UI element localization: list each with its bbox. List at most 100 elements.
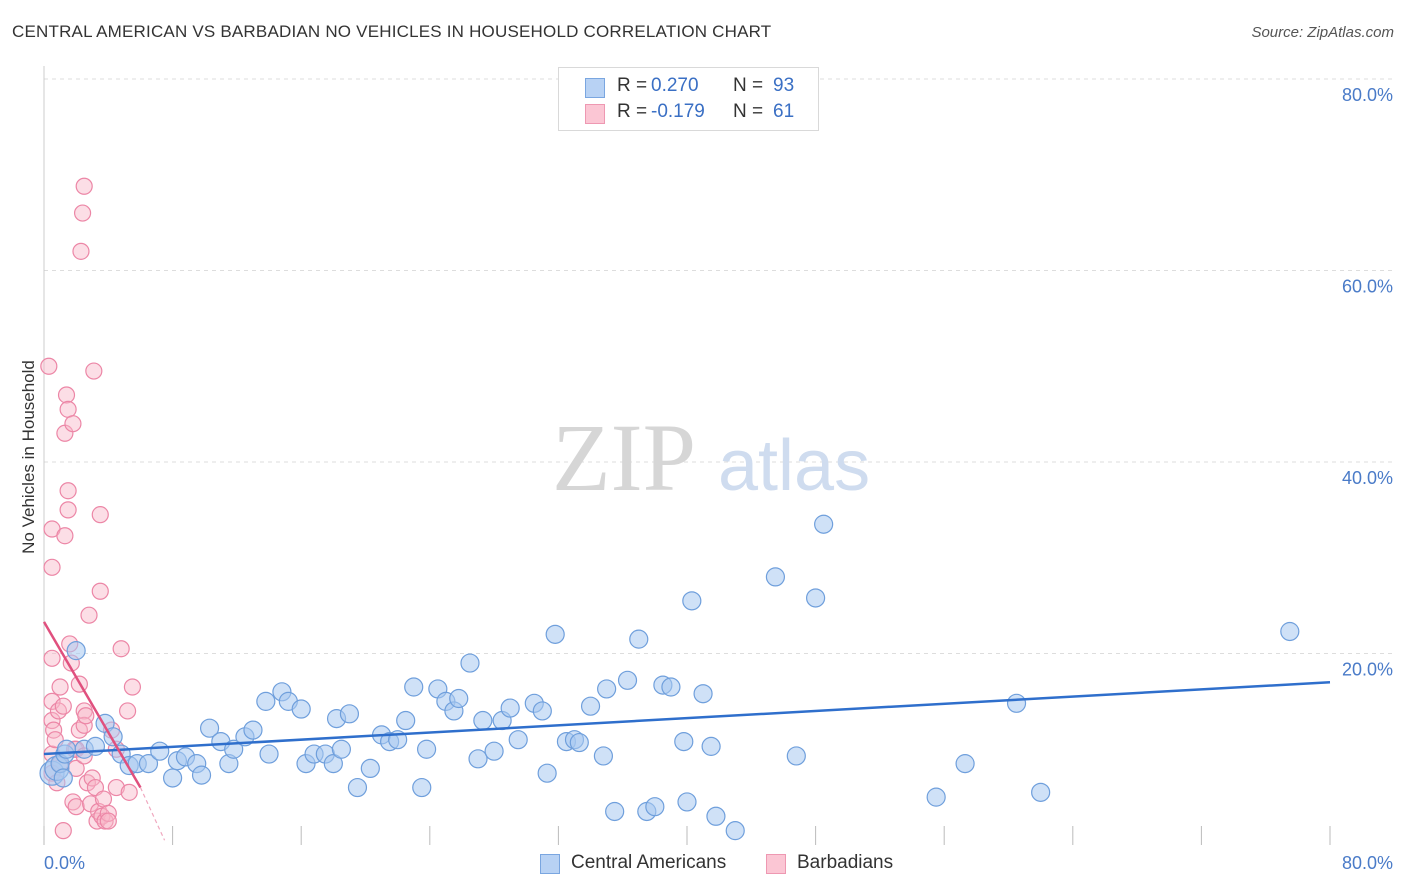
legend-r-value: -0.179 xyxy=(651,101,705,122)
barbadians-point xyxy=(80,606,98,624)
barbadians-point xyxy=(91,582,109,600)
barbadians-point xyxy=(91,506,109,524)
barbadians-point xyxy=(57,386,76,404)
central-americans-point xyxy=(468,749,488,769)
central-americans-point xyxy=(1006,693,1027,713)
barbadians-point xyxy=(73,204,92,222)
central-americans-point xyxy=(580,696,601,716)
central-americans-point xyxy=(138,754,159,774)
central-americans-point xyxy=(484,741,504,761)
barbadians-point xyxy=(59,482,77,500)
central-americans-point xyxy=(150,741,170,761)
barbadians-point xyxy=(64,793,82,811)
central-americans-points xyxy=(39,514,1300,841)
barbadians-point xyxy=(120,783,138,801)
barbadians-point xyxy=(94,790,113,808)
central-americans-point xyxy=(53,768,73,788)
central-americans-point xyxy=(500,698,520,718)
central-americans-point xyxy=(1280,621,1300,642)
central-americans-point xyxy=(537,763,557,783)
legend-n-value: 93 xyxy=(773,75,795,96)
barbadians-point xyxy=(59,501,77,519)
central-americans-point xyxy=(396,710,416,731)
barbadians-trend-line xyxy=(42,621,142,789)
central-americans-point xyxy=(955,754,975,774)
barbadians-point xyxy=(54,822,72,840)
central-americans-point xyxy=(693,684,713,704)
barbadians-point xyxy=(43,649,61,667)
y-axis-label: No Vehicles in Household xyxy=(19,360,38,554)
barbadians-point xyxy=(40,357,58,375)
barbadians-point xyxy=(49,702,68,720)
central-americans-point xyxy=(347,777,368,798)
barbadians-point xyxy=(99,812,117,830)
barbadians-point xyxy=(43,558,61,576)
central-americans-point xyxy=(460,653,480,673)
central-americans-point xyxy=(661,677,681,697)
series-swatch-blue xyxy=(540,854,560,874)
central-americans-point xyxy=(926,787,946,807)
barbadians-point xyxy=(70,721,88,739)
central-americans-point xyxy=(508,730,528,750)
barbadians-point xyxy=(43,692,61,710)
central-americans-point xyxy=(682,591,702,611)
barbadians-point xyxy=(67,798,85,816)
legend-r-label: R = xyxy=(617,101,648,122)
legend-r-value: 0.270 xyxy=(651,75,699,96)
central-americans-point xyxy=(545,624,565,644)
barbadians-point xyxy=(123,678,142,696)
central-americans-point xyxy=(645,797,665,817)
legend-n-label: N = xyxy=(733,101,764,122)
series-label-barbadians: Barbadians xyxy=(797,852,894,873)
central-americans-point xyxy=(674,731,694,752)
central-americans-point xyxy=(449,688,469,709)
legend-n-label: N = xyxy=(733,75,764,96)
y-tick-label: 80.0% xyxy=(1342,85,1393,105)
barbadians-point xyxy=(51,678,69,696)
legend-n-value: 61 xyxy=(773,101,795,122)
y-tick-label: 40.0% xyxy=(1342,468,1393,488)
central-americans-point xyxy=(473,710,493,731)
legend-swatch-blue xyxy=(585,78,605,98)
central-americans-trend-line xyxy=(43,680,1331,756)
barbadians-point xyxy=(54,697,72,715)
central-americans-point xyxy=(629,629,649,649)
central-americans-point xyxy=(593,746,614,766)
central-americans-point xyxy=(416,739,437,759)
legend-r-label: R = xyxy=(617,75,648,96)
barbadians-point xyxy=(59,400,77,418)
barbadians-point xyxy=(56,527,74,545)
barbadians-point xyxy=(85,362,103,380)
tick-labels: 20.0% 40.0% 60.0% 80.0% 0.0% 80.0% xyxy=(44,85,1393,873)
barbadians-trend-extension xyxy=(139,787,166,841)
y-tick-label: 60.0% xyxy=(1342,277,1393,297)
watermark-zip: ZIP xyxy=(552,404,696,511)
grid-lines xyxy=(44,78,1392,654)
central-americans-point xyxy=(1031,782,1051,802)
central-americans-point xyxy=(199,718,220,738)
central-americans-point xyxy=(786,746,806,766)
series-swatch-pink xyxy=(766,854,786,874)
central-americans-point xyxy=(706,806,726,826)
central-americans-point xyxy=(677,792,697,812)
central-americans-point xyxy=(617,670,638,690)
central-americans-point xyxy=(765,567,786,587)
barbadians-point xyxy=(107,778,125,797)
central-americans-point xyxy=(814,514,834,534)
watermark: ZIP atlas xyxy=(552,404,870,511)
central-americans-point xyxy=(569,732,589,753)
barbadians-points xyxy=(40,177,142,840)
central-americans-point xyxy=(532,701,552,721)
barbadians-point xyxy=(77,707,95,725)
central-americans-point xyxy=(323,754,343,774)
central-americans-point xyxy=(412,777,432,798)
central-americans-point xyxy=(404,677,424,697)
central-americans-point xyxy=(243,720,263,740)
central-americans-point xyxy=(805,588,826,608)
barbadians-point xyxy=(72,242,90,260)
central-americans-point xyxy=(725,821,745,841)
barbadians-point xyxy=(64,415,82,433)
central-americans-point xyxy=(291,699,311,719)
legend: R = 0.270 N = 93 R = -0.179 N = 61 xyxy=(558,67,819,131)
